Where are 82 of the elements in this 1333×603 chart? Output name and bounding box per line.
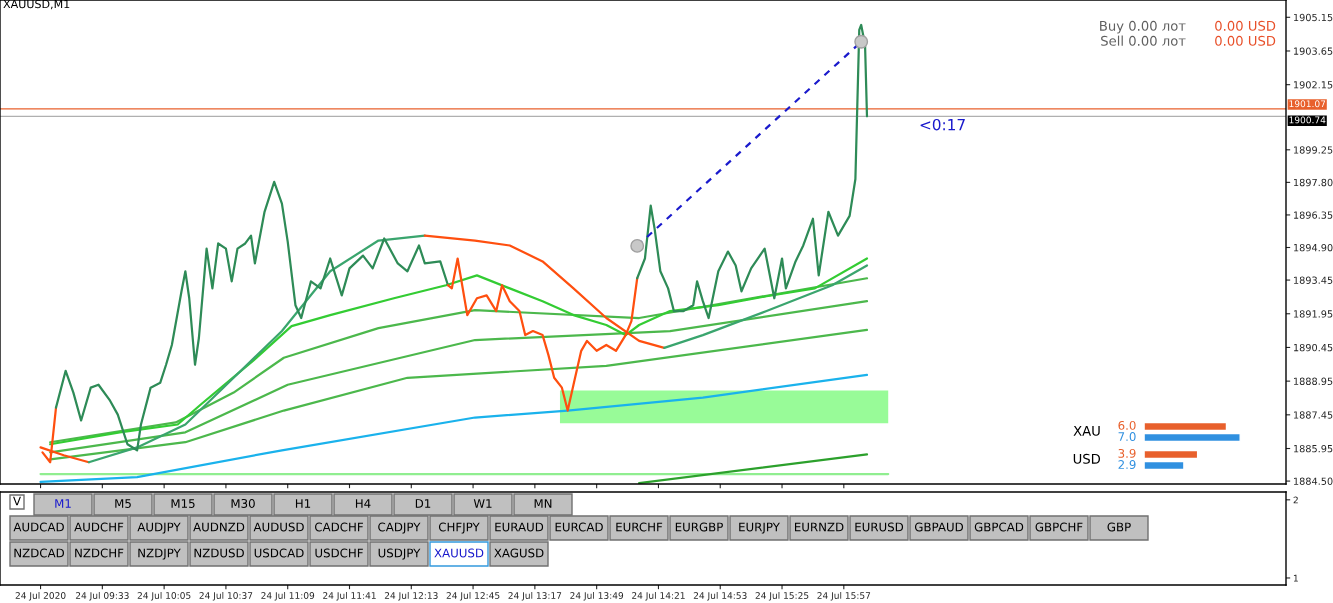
annotation: XAGUSD	[494, 548, 544, 558]
x-tick-label: 24 Jul 09:33	[75, 591, 129, 601]
y-tick-label: 1891.95	[1294, 310, 1333, 318]
y-tick-label: 1905.15	[1294, 13, 1333, 22]
y-tick-label: 1894.90	[1294, 243, 1333, 252]
annotation: EURGBP	[675, 522, 723, 532]
x-tick-label: 24 Jul 15:25	[755, 591, 809, 601]
annotation: 0.00 USD	[1215, 20, 1276, 31]
annotation: EURJPY	[739, 522, 780, 534]
annotation: AUDCAD	[13, 522, 64, 532]
x-tick-label: 24 Jul 10:05	[137, 591, 191, 601]
x-tick-label: 24 Jul 11:41	[323, 591, 376, 601]
x-tick-label: 24 Jul 14:21	[632, 591, 685, 601]
annotation: M30	[231, 499, 255, 508]
y-tick-label: 1887.45	[1294, 411, 1333, 419]
annotation: GBPCHF	[1035, 522, 1083, 532]
data-label: 6.0	[1118, 420, 1136, 430]
annotation: AUDNZD	[193, 522, 245, 532]
y-tick-label: 1885.95	[1294, 444, 1333, 453]
annotation: XAUUSD,M1	[3, 0, 70, 10]
x-tick-label: 24 Jul 10:37	[199, 591, 253, 601]
data-label: 2.9	[1118, 460, 1136, 470]
x-tick-label: 24 Jul 12:13	[384, 591, 438, 601]
data-label: 3.9	[1118, 448, 1136, 458]
annotation: 0.00 USD	[1215, 35, 1276, 46]
annotation: NZDUSD	[194, 548, 244, 558]
y-tick-label: 1897.80	[1294, 178, 1333, 187]
annotation: GBPCAD	[974, 522, 1024, 532]
annotation: EURUSD	[855, 522, 904, 532]
x-tick-label: 24 Jul 14:53	[693, 591, 747, 601]
ref-line-label: 1900.74	[1289, 116, 1326, 124]
annotation: GBP	[1107, 522, 1131, 532]
data-label: 7.0	[1118, 432, 1136, 442]
annotation: AUDUSD	[253, 522, 304, 532]
annotation: USDCHF	[315, 548, 363, 558]
y-tick-label: 1903.65	[1294, 47, 1333, 55]
y-tick-label: 1899.25	[1294, 146, 1333, 154]
y-tick-label: 1890.45	[1294, 343, 1333, 352]
annotation: GBPAUD	[914, 522, 964, 532]
y-tick-label: 1	[1293, 574, 1298, 582]
annotation: EURNZD	[795, 522, 844, 532]
x-tick-label: 24 Jul 11:09	[261, 591, 315, 601]
annotation: Buy 0.00 лот	[1100, 20, 1186, 34]
annotation: CADJPY	[378, 522, 421, 534]
y-tick-label: 1884.50	[1294, 477, 1333, 485]
annotation: Sell 0.00 лот	[1101, 35, 1186, 46]
x-tick-label: 24 Jul 13:17	[508, 591, 562, 601]
annotation: EURCHF	[616, 522, 663, 532]
annotation: W1	[473, 499, 492, 508]
annotation: CHFJPY	[438, 522, 480, 534]
annotation: M5	[115, 499, 131, 508]
annotation: MN	[534, 499, 552, 508]
annotation: H1	[295, 499, 311, 508]
annotation: M15	[171, 499, 195, 508]
y-tick-label: USD	[1073, 453, 1101, 464]
y-tick-label: 1896.35	[1294, 211, 1333, 219]
annotation: V	[13, 496, 21, 506]
annotation: USDCAD	[254, 548, 304, 558]
annotation: H4	[355, 499, 371, 508]
x-tick-label: 24 Jul 13:49	[570, 591, 624, 601]
annotation: USDJPY	[378, 548, 421, 560]
y-tick-label: 1888.95	[1294, 377, 1333, 385]
y-tick-label: 2	[1293, 496, 1298, 504]
y-tick-label: XAU	[1073, 426, 1100, 436]
annotation: NZDCHF	[75, 548, 124, 558]
y-tick-label: 1902.15	[1294, 81, 1333, 89]
annotation: M1	[55, 499, 71, 508]
annotation: <0:17	[920, 118, 965, 131]
annotation: D1	[415, 499, 431, 508]
annotation: AUDJPY	[137, 522, 181, 534]
annotation: NZDCAD	[14, 548, 65, 558]
annotation: EURCAD	[555, 522, 603, 532]
x-tick-label: 24 Jul 2020	[15, 591, 66, 601]
ref-line-label: 1901.07	[1289, 100, 1326, 108]
annotation: XAUUSD	[434, 548, 484, 558]
annotation: NZDJPY	[138, 548, 181, 560]
annotation: AUDCHF	[74, 522, 124, 532]
x-tick-label: 24 Jul 12:45	[446, 591, 500, 601]
x-tick-label: 24 Jul 15:57	[817, 591, 871, 601]
annotation: CADCHF	[315, 522, 363, 532]
annotation: EURAUD	[495, 522, 544, 532]
y-tick-label: 1893.45	[1294, 276, 1333, 284]
